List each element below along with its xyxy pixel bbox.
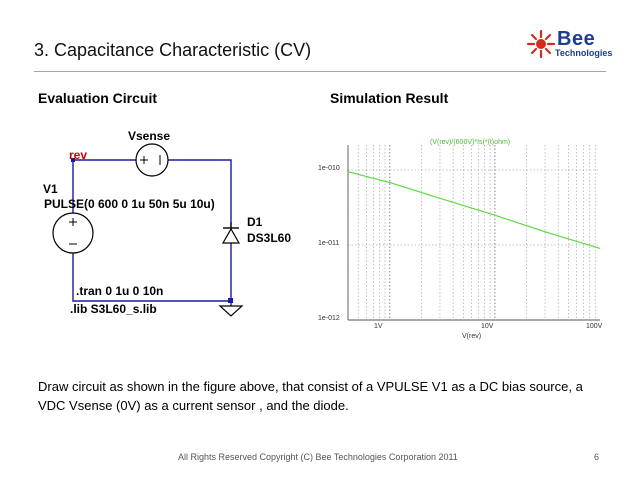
x-tick-label: 10V [481,323,494,330]
x-axis-label: V(rev) [462,333,482,340]
logo-subtitle: Technologies [555,48,613,58]
junction-dot [228,298,233,303]
tran-command: .tran 0 1u 0 10n [76,284,164,298]
y-tick-label: 1e-011 [318,240,340,247]
page-number: 6 [594,452,600,462]
slide-title: 3. Capacitance Characteristic (CV) [34,40,312,60]
copyright-footer: All Rights Reserved Copyright (C) Bee Te… [178,452,458,462]
title-underline [34,71,606,72]
rev-node-label: rev [69,148,88,162]
ground-icon [218,305,244,317]
cv-curve-line [347,171,601,249]
diode-d1 [221,222,241,244]
diode-model-label: DS3L60 [247,231,292,245]
x-tick-label: 100V [586,323,603,330]
description-text: Draw circuit as shown in the figure abov… [38,379,583,413]
company-logo: Bee Technologies [525,28,615,60]
simulation-result-heading: Simulation Result [330,90,449,106]
y-tick-label: 1e-012 [318,315,340,322]
lib-command: .lib S3L60_s.lib [70,302,157,316]
chart-legend: (V(rev)/(600V)*Is(*(t)ohm) [430,139,511,146]
d1-label: D1 [247,215,263,229]
logo-name: Bee [557,28,596,50]
x-tick-label: 1V [374,323,383,330]
evaluation-circuit-heading: Evaluation Circuit [38,90,158,106]
vsense-source [135,143,169,177]
pulse-parameters: PULSE(0 600 0 1u 50n 5u 10u) [44,197,215,211]
vsense-label: Vsense [128,129,171,143]
v1-pulse-source [52,212,94,254]
y-tick-label: 1e-010 [318,165,340,172]
v1-label: V1 [43,182,58,196]
bee-logo-icon [526,29,556,59]
